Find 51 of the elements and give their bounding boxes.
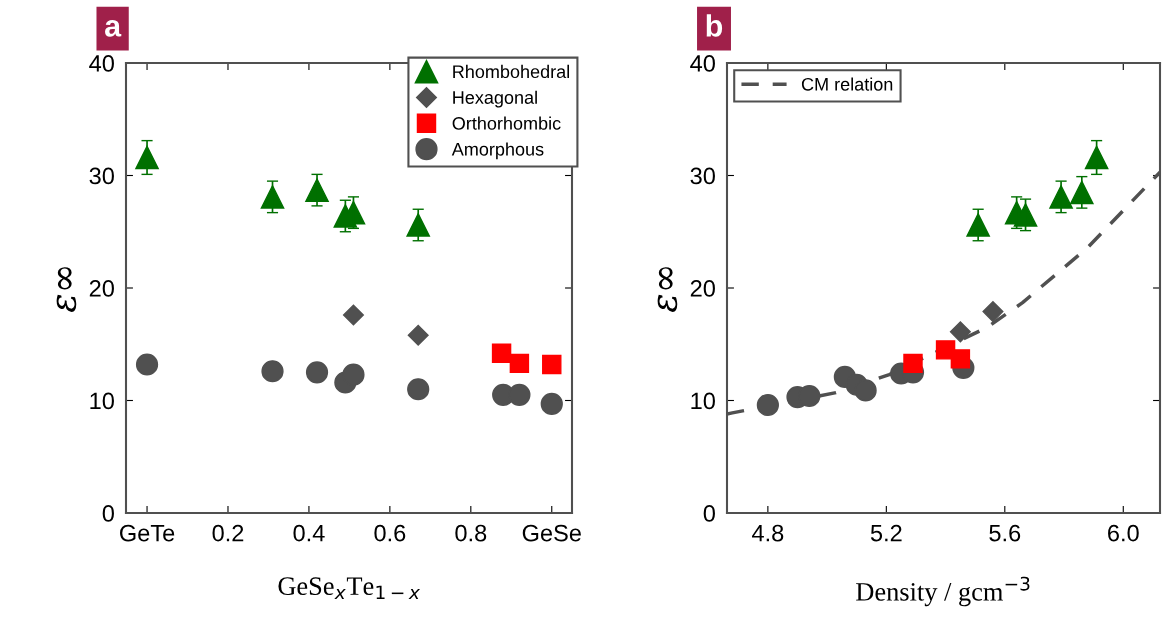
legend-label: CM relation: [801, 77, 893, 91]
x-tick-label: 0.8: [455, 524, 487, 542]
y-tick-label: 10: [90, 392, 114, 410]
x-tick-label: 0.2: [212, 524, 244, 542]
y-axis-title: ε∞: [56, 267, 77, 312]
y-tick-label: 0: [102, 505, 114, 522]
point: [305, 361, 329, 384]
point: [540, 392, 563, 415]
point: [508, 383, 531, 406]
point: [950, 349, 971, 369]
x-tick-label: 5.2: [870, 524, 902, 542]
legend-label: Hexagonal: [453, 90, 537, 108]
point: [342, 304, 364, 326]
point: [982, 301, 1004, 323]
x-axis-title: GeSe$_{x}$Te$_{1−x}$: [278, 577, 421, 600]
point: [135, 353, 159, 376]
text: b: [706, 14, 723, 37]
y-tick-label: 20: [690, 280, 715, 297]
x-tick-label: GeTe: [120, 524, 175, 542]
x-tick-label: 0.4: [293, 524, 325, 542]
x-tick-label: 0.6: [374, 524, 406, 542]
point: [491, 343, 512, 363]
point: [854, 379, 877, 402]
point: [509, 353, 530, 374]
y-tick-label: 30: [89, 167, 114, 185]
point: [756, 393, 779, 417]
x-tick-label: 4.8: [752, 524, 784, 542]
point: [342, 363, 365, 386]
y-tick-label: 0: [703, 505, 715, 522]
y-tick-label: 30: [690, 167, 715, 185]
legend-label: Amorphous: [451, 142, 544, 160]
x-tick-label: 5.6: [989, 524, 1021, 542]
y-axis-title: ε∞: [657, 267, 678, 312]
point: [260, 185, 285, 209]
point: [407, 378, 430, 401]
text: a: [105, 19, 122, 37]
x-tick-label: GeSe: [522, 524, 581, 542]
point: [407, 324, 429, 346]
point: [949, 321, 971, 343]
point: [903, 353, 923, 374]
point: [1013, 203, 1038, 227]
legend-label: Rhombohedral: [453, 64, 569, 79]
point: [261, 360, 284, 383]
y-tick-label: 20: [89, 280, 114, 297]
legend-label: Orthorhombic: [452, 116, 561, 130]
y-tick-label: 40: [690, 55, 715, 72]
x-tick-label: 6.0: [1108, 524, 1139, 542]
y-tick-label: 40: [89, 55, 114, 72]
x-axis-title: Density / gcm$^{−3}$: [856, 576, 1030, 607]
y-tick-label: 10: [691, 392, 715, 410]
point: [542, 354, 562, 375]
